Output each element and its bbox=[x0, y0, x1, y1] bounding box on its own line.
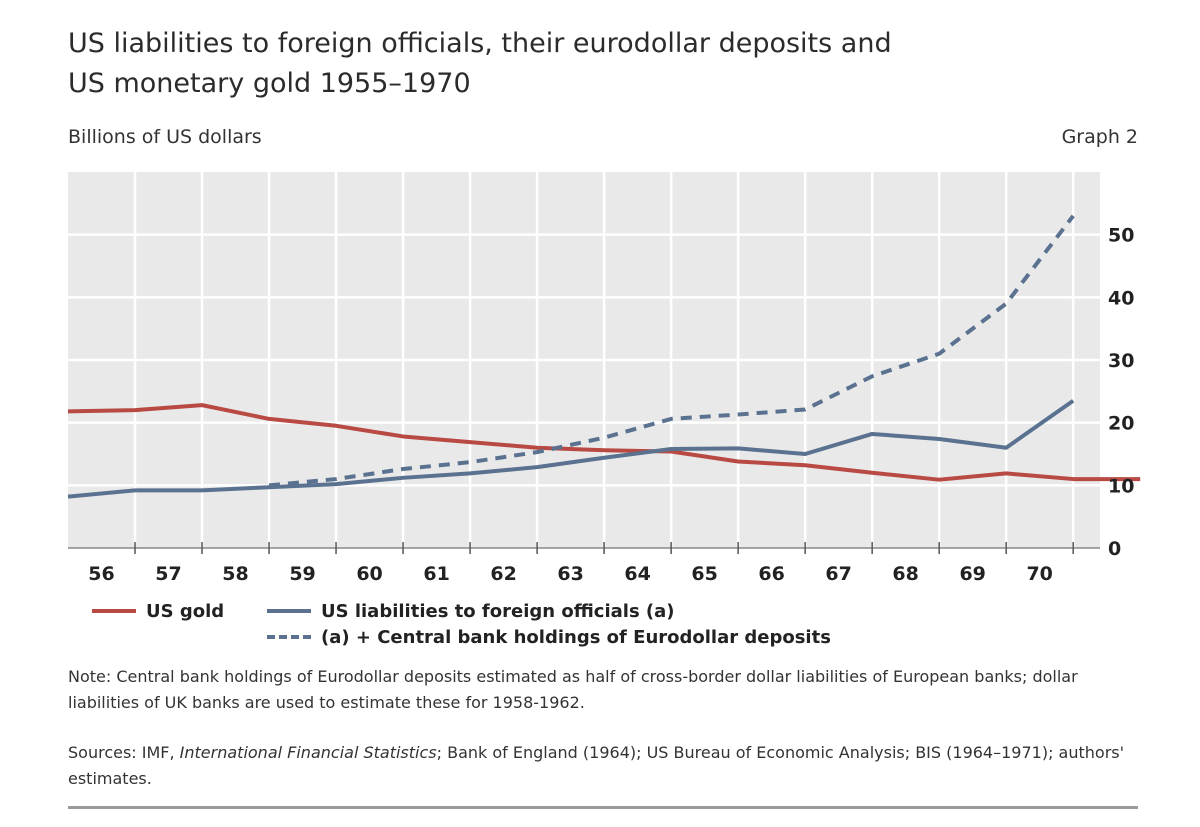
x-tick-label: 61 bbox=[423, 563, 449, 585]
legend-item-us-gold: US gold bbox=[92, 598, 224, 624]
x-tick-label: 60 bbox=[356, 563, 382, 585]
x-tick-label: 64 bbox=[624, 563, 650, 585]
chart-note: Note: Central bank holdings of Eurodolla… bbox=[68, 667, 1078, 712]
chart-title-line-1: US liabilities to foreign officials, the… bbox=[68, 28, 892, 59]
chart-title-line-2: US monetary gold 1955–1970 bbox=[68, 68, 471, 99]
sources-suffix: ; Bank of England (1964); US Bureau of E… bbox=[68, 743, 1124, 788]
chart-sources: Sources: IMF, International Financial St… bbox=[68, 740, 1143, 792]
x-tick-label: 58 bbox=[222, 563, 248, 585]
series-line-us-gold bbox=[67, 403, 1141, 482]
line-chart: 0 10 20 30 40 50 56 57 58 59 60 61 62 63 64 65 66 67 68 69 7… bbox=[67, 172, 1141, 585]
legend-label-eurodollar: (a) + Central bank holdings of Eurodolla… bbox=[321, 626, 831, 648]
y-tick-label: 30 bbox=[1108, 350, 1134, 372]
chart-title: US liabilities to foreign officials, the… bbox=[68, 24, 1128, 104]
legend-swatch-us-gold bbox=[92, 609, 136, 613]
series-line-eurodollar bbox=[268, 214, 1075, 488]
legend-label-us-gold: US gold bbox=[146, 600, 225, 622]
legend-label-us-liabilities: US liabilities to foreign officials (a) bbox=[321, 600, 675, 622]
x-tick-label: 57 bbox=[155, 563, 181, 585]
x-tick-label: 70 bbox=[1026, 563, 1052, 585]
y-tick-label: 20 bbox=[1108, 413, 1134, 435]
x-tick-label: 69 bbox=[959, 563, 985, 585]
x-tick-label: 68 bbox=[892, 563, 918, 585]
y-tick-label: 10 bbox=[1108, 475, 1134, 497]
legend-swatch-eurodollar bbox=[267, 635, 311, 639]
legend-item-eurodollar: (a) + Central bank holdings of Eurodolla… bbox=[267, 624, 831, 650]
x-tick-label: 65 bbox=[691, 563, 717, 585]
x-tick-label: 62 bbox=[490, 563, 516, 585]
graph-number-label: Graph 2 bbox=[1061, 126, 1138, 148]
sources-publication: International Financial Statistics bbox=[179, 743, 437, 762]
x-tick-label: 56 bbox=[88, 563, 114, 585]
unit-label: Billions of US dollars bbox=[68, 126, 262, 148]
sources-prefix: Sources: IMF, bbox=[68, 743, 175, 762]
x-tick-label: 63 bbox=[557, 563, 583, 585]
legend-swatch-us-liabilities bbox=[267, 609, 311, 613]
x-tick-label: 66 bbox=[758, 563, 784, 585]
y-tick-label: 40 bbox=[1108, 287, 1134, 309]
x-tick-label: 67 bbox=[825, 563, 851, 585]
y-tick-label: 0 bbox=[1108, 538, 1121, 560]
y-tick-label: 50 bbox=[1108, 225, 1134, 247]
bottom-rule bbox=[68, 806, 1138, 809]
legend-item-us-liabilities: US liabilities to foreign officials (a) bbox=[267, 598, 675, 624]
series-line-us-liabilities bbox=[67, 399, 1075, 499]
x-tick-label: 59 bbox=[289, 563, 315, 585]
